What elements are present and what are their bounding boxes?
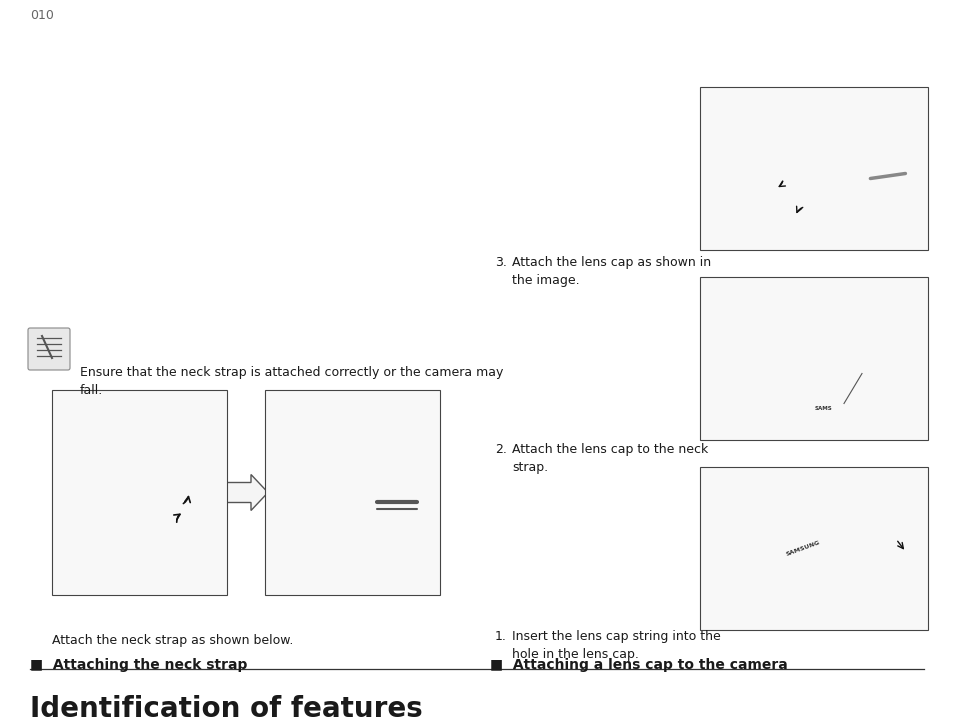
Text: Attach the neck strap as shown below.: Attach the neck strap as shown below. [52, 634, 294, 647]
Text: SAMS: SAMS [814, 406, 832, 411]
Ellipse shape [740, 492, 864, 606]
Bar [169, 502, 174, 520]
Ellipse shape [747, 500, 857, 598]
Text: ■  Attaching a lens cap to the camera: ■ Attaching a lens cap to the camera [490, 658, 787, 672]
Circle shape [778, 137, 841, 200]
Bar [700, 467, 927, 630]
Circle shape [306, 466, 337, 498]
Bar [851, 516, 866, 522]
Text: Identification of features: Identification of features [30, 695, 422, 720]
FancyBboxPatch shape [28, 328, 70, 370]
Text: 2.: 2. [495, 443, 506, 456]
FancyBboxPatch shape [289, 444, 379, 525]
Circle shape [96, 459, 132, 495]
Text: Attach the lens cap as shown in
the image.: Attach the lens cap as shown in the imag… [512, 256, 710, 287]
Circle shape [773, 333, 813, 374]
Text: 3.: 3. [495, 256, 506, 269]
Bar [737, 575, 753, 581]
Circle shape [787, 146, 832, 191]
Text: 1.: 1. [495, 630, 506, 643]
Circle shape [86, 449, 142, 505]
Polygon shape [226, 474, 268, 510]
Text: SAMSUNG: SAMSUNG [784, 540, 820, 557]
Text: ■  Attaching the neck strap: ■ Attaching the neck strap [30, 658, 247, 672]
Circle shape [763, 323, 823, 384]
FancyBboxPatch shape [81, 439, 177, 525]
Ellipse shape [800, 390, 847, 428]
Bar [700, 277, 927, 440]
Text: Insert the lens cap string into the
hole in the lens cap.: Insert the lens cap string into the hole… [512, 630, 720, 661]
Bar [700, 87, 927, 250]
FancyBboxPatch shape [138, 514, 168, 528]
Text: 010: 010 [30, 9, 53, 22]
Ellipse shape [760, 191, 800, 222]
Bar [265, 390, 439, 595]
FancyBboxPatch shape [772, 135, 873, 202]
Text: Attach the lens cap to the neck
strap.: Attach the lens cap to the neck strap. [512, 443, 707, 474]
Bar [52, 390, 227, 595]
Text: Ensure that the neck strap is attached correctly or the camera may
fall.: Ensure that the neck strap is attached c… [80, 366, 503, 397]
FancyBboxPatch shape [755, 320, 862, 392]
Circle shape [296, 457, 347, 507]
